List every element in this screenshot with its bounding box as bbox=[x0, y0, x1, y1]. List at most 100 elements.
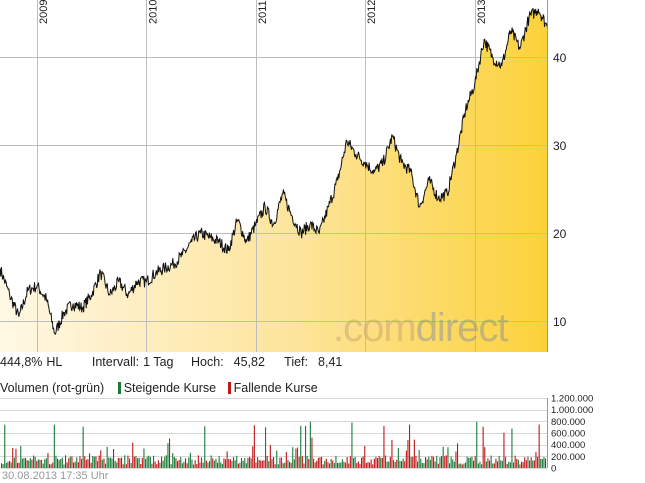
volume-bar bbox=[277, 464, 279, 468]
volume-bar bbox=[442, 446, 444, 468]
volume-bar bbox=[55, 455, 57, 468]
volume-bar bbox=[362, 456, 364, 468]
volume-bar bbox=[431, 455, 433, 468]
volume-bar bbox=[516, 458, 518, 468]
volume-bar bbox=[186, 463, 188, 468]
volume-bar bbox=[172, 453, 174, 468]
volume-bar bbox=[543, 457, 545, 468]
volume-bar bbox=[391, 439, 393, 468]
volume-bar bbox=[85, 459, 87, 468]
volume-bar bbox=[106, 446, 108, 468]
volume-bar bbox=[381, 457, 383, 468]
volume-bar bbox=[18, 462, 20, 468]
volume-bar bbox=[164, 456, 166, 468]
vol-tick-label: 400.000 bbox=[551, 440, 585, 451]
volume-bar bbox=[161, 456, 163, 468]
x-tick-label-2011: 2011 bbox=[257, 0, 269, 24]
volume-bar bbox=[293, 459, 295, 468]
volume-bar bbox=[225, 459, 227, 468]
legend-down-swatch bbox=[227, 382, 231, 394]
volume-bar bbox=[426, 459, 428, 468]
volume-bar bbox=[45, 458, 47, 468]
volume-bar bbox=[290, 462, 292, 468]
volume-bar bbox=[325, 458, 327, 468]
volume-bar bbox=[489, 460, 491, 468]
volume-bar bbox=[37, 459, 39, 468]
volume-bar bbox=[183, 462, 185, 468]
volume-bar bbox=[505, 456, 507, 468]
volume-bar bbox=[332, 460, 334, 468]
volume-bar bbox=[479, 461, 481, 468]
volume-bar bbox=[180, 457, 182, 468]
volume-bar bbox=[396, 459, 398, 468]
volume-bar bbox=[36, 461, 38, 468]
volume-bar bbox=[493, 463, 495, 468]
volume-bar bbox=[439, 457, 441, 468]
volume-bars bbox=[1, 421, 547, 468]
volume-bar bbox=[530, 457, 532, 468]
volume-bar bbox=[177, 461, 179, 468]
volume-bar bbox=[337, 462, 339, 468]
volume-bar bbox=[348, 463, 350, 468]
volume-bar bbox=[447, 447, 449, 468]
volume-bar bbox=[308, 459, 310, 468]
volume-bar bbox=[313, 458, 315, 468]
volume-bar bbox=[324, 460, 326, 468]
volume-bar bbox=[361, 457, 363, 468]
volume-bar bbox=[151, 463, 153, 468]
vol-tick-label: 200.000 bbox=[551, 452, 585, 463]
volume-bar bbox=[17, 463, 19, 468]
volume-bar bbox=[221, 463, 223, 468]
volume-bar bbox=[359, 463, 361, 468]
volume-bar bbox=[241, 457, 243, 468]
volume-bar bbox=[185, 458, 187, 468]
volume-bar bbox=[257, 457, 259, 468]
volume-bar bbox=[279, 457, 281, 468]
volume-bar bbox=[2, 464, 4, 468]
volume-bar bbox=[71, 456, 73, 468]
volume-bar bbox=[127, 455, 129, 468]
volume-bar bbox=[124, 455, 126, 468]
volume-bar bbox=[263, 460, 265, 468]
volume-bar bbox=[87, 459, 89, 468]
volume-bar bbox=[129, 458, 131, 468]
volume-bar bbox=[162, 460, 164, 468]
interval-label: Intervall: bbox=[91, 355, 140, 369]
volume-bar bbox=[154, 461, 156, 468]
volume-bar bbox=[29, 458, 31, 468]
volume-bar bbox=[410, 456, 412, 468]
high-label: Hoch: bbox=[190, 355, 224, 369]
volume-bar bbox=[212, 458, 214, 468]
volume-bar bbox=[393, 459, 395, 468]
volume-bar bbox=[485, 461, 487, 468]
volume-bar bbox=[260, 460, 262, 468]
volume-bar bbox=[441, 456, 443, 468]
volume-bar bbox=[537, 456, 539, 468]
volume-bar bbox=[157, 460, 159, 468]
volume-bar bbox=[415, 455, 417, 468]
volume-bar bbox=[271, 459, 273, 468]
volume-bar bbox=[60, 459, 62, 468]
volume-bar bbox=[386, 461, 388, 468]
volume-bar bbox=[473, 460, 475, 468]
x-tick-label-2012: 2012 bbox=[366, 0, 378, 24]
volume-bar bbox=[281, 457, 283, 468]
volume-bar bbox=[117, 458, 119, 468]
volume-bar bbox=[357, 461, 359, 468]
volume-bar bbox=[114, 461, 116, 468]
volume-bar bbox=[242, 460, 244, 468]
price-fill bbox=[0, 8, 547, 352]
volume-bar bbox=[61, 457, 63, 468]
volume-bar bbox=[103, 458, 105, 468]
volume-bar bbox=[513, 462, 515, 468]
volume-bar bbox=[380, 457, 382, 468]
volume-bar bbox=[311, 437, 313, 468]
volume-bar bbox=[468, 457, 470, 468]
volume-bar bbox=[276, 450, 278, 468]
volume-bar bbox=[487, 458, 489, 468]
volume-bar bbox=[12, 448, 14, 468]
watermark-com: .com bbox=[333, 306, 417, 350]
price-line-group bbox=[0, 7, 548, 336]
volume-bar bbox=[181, 463, 183, 468]
